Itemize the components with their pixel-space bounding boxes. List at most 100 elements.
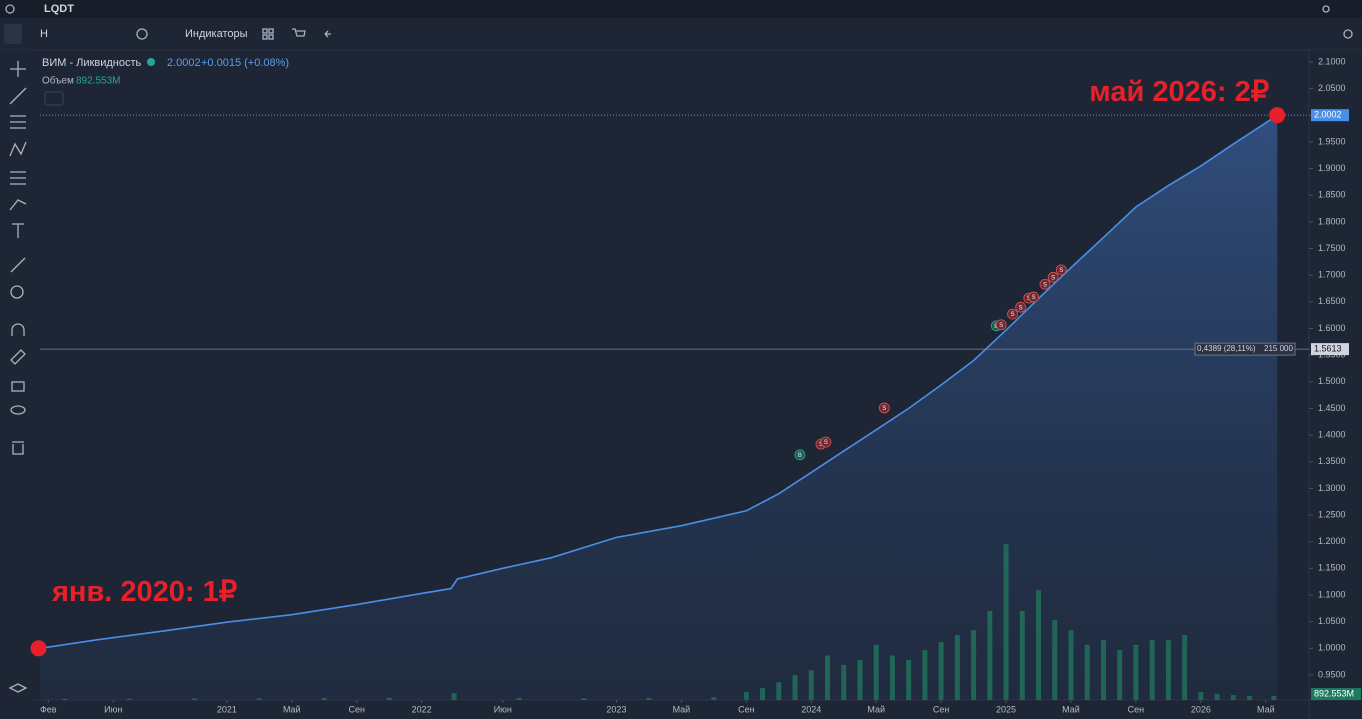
volume-bar xyxy=(954,635,960,700)
sidebar-icons xyxy=(8,61,28,693)
volume-bar xyxy=(1036,590,1042,700)
x-tick-label: Май xyxy=(283,704,301,714)
trade-marker xyxy=(1047,271,1059,283)
annotation-dot xyxy=(1269,107,1286,124)
trade-label: S xyxy=(1032,295,1036,301)
annotation-text: янв. 2020: 1₽ xyxy=(51,576,237,608)
volume-bar xyxy=(824,655,830,700)
annotation-dot xyxy=(30,640,47,657)
trade-label: S xyxy=(1043,282,1047,288)
x-tick-label: Сен xyxy=(1128,704,1145,714)
volume-bar xyxy=(841,664,847,700)
y-tick-label: 1.0500 xyxy=(1318,616,1346,626)
measure-box xyxy=(1194,342,1296,356)
x-tick-label: Июн xyxy=(104,704,122,714)
volume-bar xyxy=(126,698,132,700)
x-tick-label: 2021 xyxy=(217,704,237,714)
volume-bar xyxy=(1133,644,1139,700)
volume-bar xyxy=(857,659,863,700)
trade-label: S xyxy=(1051,275,1055,281)
legend-volume-value: 892.553M xyxy=(76,76,120,87)
trade-label: S xyxy=(1059,268,1063,274)
y-tick-label: 1.1000 xyxy=(1318,589,1346,599)
volume-bar xyxy=(808,670,814,700)
last-price-label: 2.0002 xyxy=(1314,110,1342,120)
trade-label: S xyxy=(1011,312,1015,318)
x-tick-label: 2023 xyxy=(606,704,626,714)
volume-bar xyxy=(938,642,944,700)
trade-marker xyxy=(1039,278,1051,290)
legend-dot xyxy=(147,58,155,66)
volume-bar xyxy=(1068,630,1074,700)
trade-marker xyxy=(995,319,1007,331)
y-tick-label: 1.4500 xyxy=(1318,403,1346,413)
x-tick-label: Май xyxy=(673,704,691,714)
x-tick-label: Май xyxy=(1257,704,1275,714)
legend-series-name: ВИМ - Ликвидность xyxy=(42,57,141,69)
volume-bar xyxy=(451,693,457,700)
volume-bar xyxy=(971,630,977,700)
trade-marker xyxy=(820,436,832,448)
y-tick-label: 1.2500 xyxy=(1318,509,1346,519)
trade-label: B xyxy=(798,453,802,459)
x-tick-label: Сен xyxy=(738,704,755,714)
x-tick-label: 2024 xyxy=(801,704,821,714)
y-tick-label: 2.0500 xyxy=(1318,83,1346,93)
crosshair-tag xyxy=(1311,343,1349,356)
interval[interactable]: Н xyxy=(40,28,48,40)
volume-bar xyxy=(191,698,197,700)
y-tick-label: 1.6500 xyxy=(1318,296,1346,306)
legend-change: +0.0015 (+0.08%) xyxy=(201,57,289,69)
volume-tag-label: 892.553M xyxy=(1314,688,1354,698)
y-tick-label: 1.8000 xyxy=(1318,216,1346,226)
y-tick-label: 1.3000 xyxy=(1318,483,1346,493)
price-axis xyxy=(1310,50,1362,719)
volume-bar xyxy=(256,698,262,700)
volume-bar xyxy=(1052,619,1058,700)
legend-volume-name: Объем xyxy=(42,75,74,87)
x-tick-label: Сен xyxy=(348,704,365,714)
volume-bar xyxy=(776,682,782,700)
x-tick-label: Фев xyxy=(40,704,57,714)
volume-bar xyxy=(922,650,928,700)
x-tick-label: Май xyxy=(1062,704,1080,714)
trade-marker xyxy=(878,402,890,414)
volume-bar xyxy=(1084,644,1090,700)
volume-bar xyxy=(711,697,717,700)
volume-bar xyxy=(743,691,749,700)
trade-label: S xyxy=(1019,305,1023,311)
annotation-text: май 2026: 2₽ xyxy=(1089,76,1269,108)
x-tick-label: Сен xyxy=(933,704,950,714)
top-bar xyxy=(0,0,1362,18)
volume-bar xyxy=(386,697,392,700)
draw-button[interactable] xyxy=(4,24,22,44)
y-tick-label: 1.9000 xyxy=(1318,163,1346,173)
x-tick-label: Май xyxy=(867,704,885,714)
x-tick-label: 2022 xyxy=(412,704,432,714)
legend-value: 2.0002 xyxy=(167,57,201,69)
volume-bar xyxy=(1271,696,1277,700)
trade-marker xyxy=(794,449,806,461)
left-sidebar xyxy=(0,50,32,719)
indicators-button[interactable]: Индикаторы xyxy=(185,28,248,40)
volume-bar xyxy=(516,697,522,700)
collapse-button[interactable] xyxy=(44,91,64,106)
volume-bar xyxy=(906,659,912,700)
trade-label: S xyxy=(999,323,1003,329)
trade-marker xyxy=(1015,301,1027,313)
symbol[interactable]: LQDT xyxy=(44,3,74,15)
toolbar xyxy=(0,18,1362,50)
measure-label: 0,4389 (28,11%) xyxy=(1197,344,1256,353)
volume-bar xyxy=(1198,691,1204,700)
volume-bar xyxy=(1100,639,1106,700)
y-tick-label: 1.2000 xyxy=(1318,536,1346,546)
y-tick-label: 1.7000 xyxy=(1318,270,1346,280)
measure-volume: 215 000 xyxy=(1264,344,1293,353)
y-tick-label: 1.1500 xyxy=(1318,563,1346,573)
last-price-tag xyxy=(1311,109,1349,122)
trade-label: S xyxy=(824,440,828,446)
y-tick-label: 1.5000 xyxy=(1318,376,1346,386)
y-tick-label: 0.9500 xyxy=(1318,669,1346,679)
